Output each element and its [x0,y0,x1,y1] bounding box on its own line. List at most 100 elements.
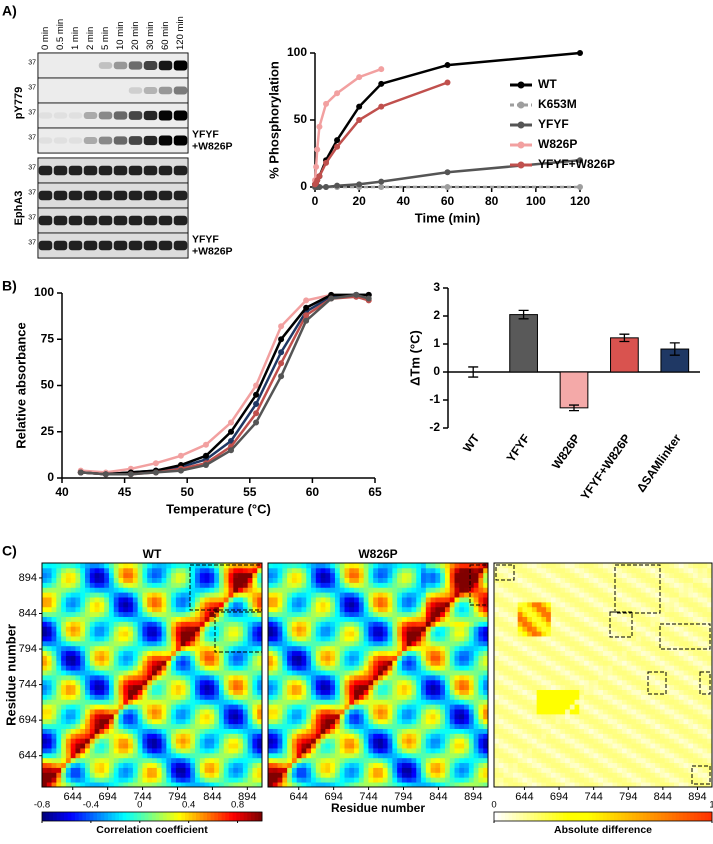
heatmap-cell [431,665,436,670]
heatmap-cell [402,685,407,690]
heatmap-cell [166,656,171,661]
heatmap-cell [114,680,119,685]
heatmap-cell [459,675,464,680]
heatmap-cell [109,656,114,661]
heatmap-cell [556,763,561,768]
heatmap-cell [459,709,464,714]
heatmap-cell [219,670,224,675]
heatmap-cell [679,763,684,768]
heatmap-cell [469,617,474,622]
heatmap-cell [109,578,114,583]
heatmap-cell [445,772,450,777]
heatmap-cell [85,709,90,714]
blot-band [99,191,113,200]
heatmap-cell [306,763,311,768]
heatmap-cell [431,573,436,578]
heatmap-cell [306,690,311,695]
heatmap-cell [450,748,455,753]
heatmap-cell [316,621,321,626]
heatmap-cell [181,694,186,699]
heatmap-cell [181,680,186,685]
heatmap-cell [383,646,388,651]
heatmap-cell [612,768,617,773]
heatmap-cell [359,714,364,719]
heatmap-cell [243,743,248,748]
heatmap-cell [224,660,229,665]
heatmap-cell [474,578,479,583]
heatmap-cell [238,714,243,719]
heatmap-cell [335,626,340,631]
heatmap-cell [373,568,378,573]
heatmap-cell [181,646,186,651]
heatmap-cell [47,694,52,699]
heatmap-cell [445,563,450,568]
heatmap-cell [229,729,234,734]
heatmap-cell [133,573,138,578]
heatmap-cell [411,651,416,656]
heatmap-cell [617,777,622,782]
heatmap-cell [392,578,397,583]
heatmap-cell [359,709,364,714]
heatmap-cell [195,709,200,714]
heatmap-cell [61,724,66,729]
heatmap-cell [364,690,369,695]
data-point [278,336,284,342]
heatmap-cell [61,563,66,568]
heatmap-cell [474,763,479,768]
heatmap-cell [301,738,306,743]
heatmap-cell [292,646,297,651]
heatmap-cell [478,656,483,661]
heatmap-cell [316,573,321,578]
heatmap-cell [162,612,167,617]
heatmap-cell [162,704,167,709]
heatmap-cell [455,670,460,675]
heatmap-cell [152,602,157,607]
heatmap-cell [455,772,460,777]
heatmap-cell [147,612,152,617]
heatmap-cell [95,656,100,661]
heatmap-cell [224,656,229,661]
heatmap-cell [297,582,302,587]
heatmap-cell [354,738,359,743]
heatmap-cell [219,729,224,734]
heatmap-cell [157,680,162,685]
heatmap-cell [411,733,416,738]
heatmap-cell [128,685,133,690]
heatmap-cell [345,607,350,612]
heatmap-cell [71,626,76,631]
heatmap-cell [459,612,464,617]
heatmap-cell [306,612,311,617]
heatmap-cell [455,704,460,709]
heatmap-cell [42,592,47,597]
heatmap-cell [464,753,469,758]
heatmap-cell [440,704,445,709]
heatmap-cell [85,719,90,724]
heatmap-cell [47,763,52,768]
heatmap-cell [345,694,350,699]
heatmap-cell [450,724,455,729]
blot-band [144,61,158,70]
heatmap-cell [469,763,474,768]
heatmap-cell [445,587,450,592]
heatmap-cell [354,631,359,636]
heatmap-cell [503,753,508,758]
heatmap-cell [431,612,436,617]
heatmap-cell [397,573,402,578]
heatmap-cell [90,670,95,675]
heatmap-cell [455,612,460,617]
heatmap-cell [440,694,445,699]
heatmap-cell [368,660,373,665]
heatmap-cell [85,587,90,592]
heatmap-cell [42,573,47,578]
heatmap-cell [152,660,157,665]
heatmap-cell [229,675,234,680]
heatmap-cell [349,704,354,709]
heatmap-cell [287,675,292,680]
heatmap-cell [631,768,636,773]
heatmap-cell [56,646,61,651]
heatmap-cell [273,607,278,612]
heatmap-cell [426,670,431,675]
heatmap-cell [455,592,460,597]
heatmap-cell [478,709,483,714]
heatmap-cell [301,626,306,631]
